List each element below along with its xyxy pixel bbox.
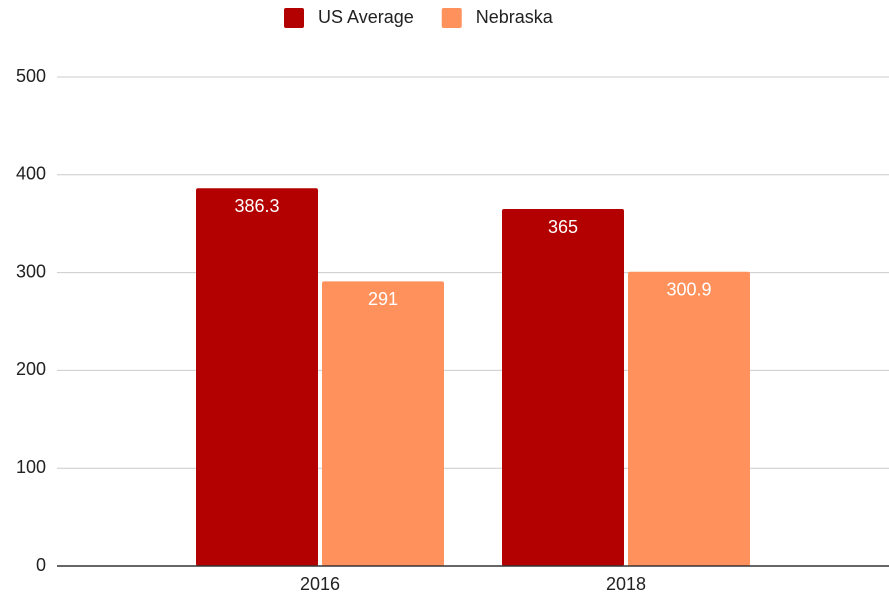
x-tick-label: 2016 xyxy=(300,574,340,594)
y-tick-label: 400 xyxy=(16,164,46,184)
y-tick-label: 500 xyxy=(16,66,46,86)
data-label: 365 xyxy=(548,217,578,237)
bar xyxy=(502,209,624,566)
bar xyxy=(196,188,318,566)
x-tick-label: 2018 xyxy=(606,574,646,594)
legend-label: US Average xyxy=(318,7,414,27)
legend-swatch xyxy=(441,8,462,28)
y-tick-label: 200 xyxy=(16,359,46,379)
bar xyxy=(628,271,750,566)
y-tick-label: 0 xyxy=(36,555,46,575)
data-label: 386.3 xyxy=(234,196,279,216)
legend-swatch xyxy=(284,8,304,28)
y-tick-label: 100 xyxy=(16,457,46,477)
bar xyxy=(322,281,444,566)
legend-label: Nebraska xyxy=(476,7,554,27)
data-label: 300.9 xyxy=(666,279,711,299)
y-tick-label: 300 xyxy=(16,261,46,281)
data-label: 291 xyxy=(368,289,398,309)
